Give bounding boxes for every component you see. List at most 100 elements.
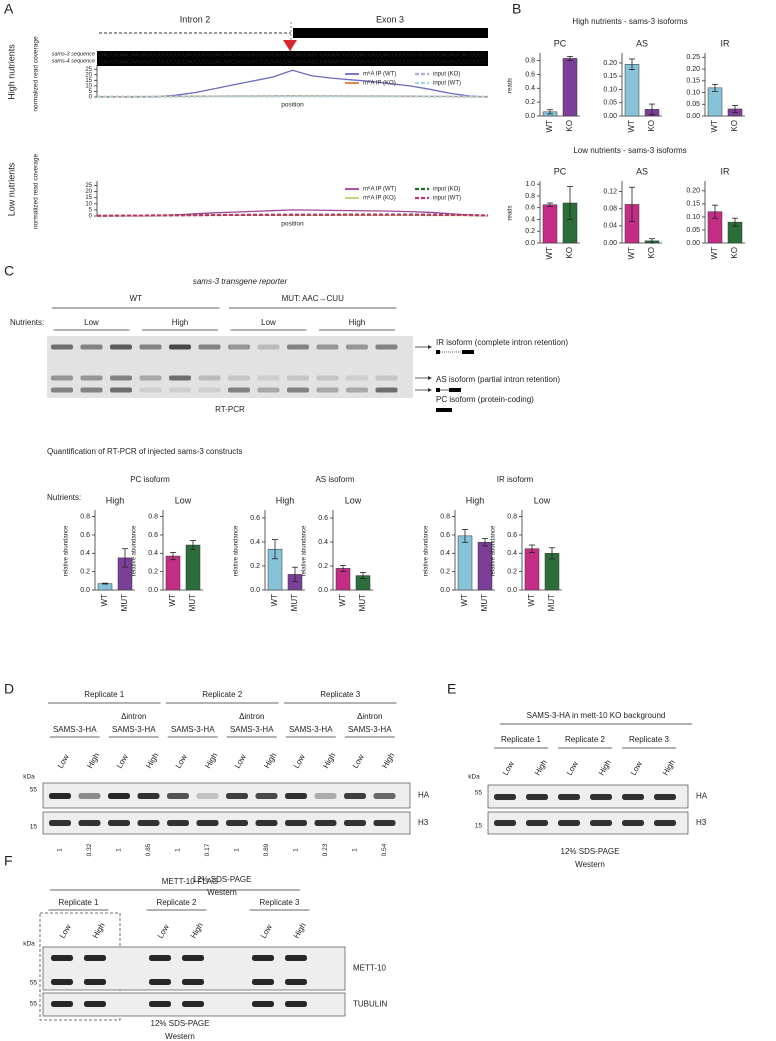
y-tick-label: 0.25: [686, 54, 700, 61]
panel-label: D: [4, 681, 14, 697]
isoform-label: PC isoform (protein-coding): [436, 395, 534, 404]
y-tick-label: 0.4: [250, 539, 260, 546]
y-tick-label: 0: [89, 95, 93, 101]
sequence-box: [97, 51, 488, 66]
blot-band: [252, 955, 274, 961]
error-bar: [649, 238, 655, 244]
blot-band: [558, 820, 580, 826]
lane-label: Low: [56, 753, 71, 770]
error-bar: [482, 538, 488, 547]
error-bar: [629, 186, 635, 222]
gel-band: [316, 344, 339, 350]
chart-title: High: [466, 495, 485, 505]
chart-title: Low: [175, 495, 192, 505]
x-tick-label: MUT: [290, 594, 299, 611]
bar: [457, 535, 473, 591]
lane-label: Low: [156, 923, 171, 940]
sequence-label: sams-4 sequence: [52, 58, 95, 64]
x-tick-label: KO: [647, 247, 656, 259]
x-tick-label: MUT: [188, 594, 197, 611]
condition-label: Low: [84, 318, 99, 327]
x-tick-label: MUT: [358, 594, 367, 611]
y-tick-label: 0: [89, 214, 93, 220]
blot-label: TUBULIN: [353, 1000, 387, 1009]
blot-label: METT-10: [353, 964, 386, 973]
gel-band: [51, 375, 73, 381]
y-tick-label: 0.15: [686, 78, 700, 85]
error-bar: [732, 217, 738, 227]
gel-band: [198, 375, 221, 381]
construct-label: SAMS-3-HA: [289, 725, 333, 734]
error-bar: [712, 204, 718, 219]
section-title: METT-10-FLAG: [162, 877, 218, 886]
lane-label: High: [597, 758, 613, 777]
legend-label: input (KO): [433, 72, 460, 78]
gel-band: [316, 375, 339, 381]
y-axis-label: reads: [508, 78, 514, 93]
gel-band: [110, 344, 132, 350]
y-tick-label: 0.05: [686, 227, 700, 234]
y-tick-label: 0.6: [80, 532, 90, 539]
exon-glyph: [436, 408, 452, 412]
group-title: PC isoform: [130, 475, 170, 484]
chart-title: PC: [554, 166, 567, 176]
condition-label: High: [349, 318, 365, 327]
y-tick-label: 0.0: [148, 587, 158, 594]
bar: [97, 583, 113, 591]
lane-label: High: [91, 921, 107, 940]
blot-band: [182, 979, 204, 985]
replicate-label: Replicate 3: [259, 898, 300, 907]
method-label: Western: [575, 860, 605, 869]
error-bar: [102, 582, 108, 585]
gel-label: 12% SDS-PAGE: [151, 1019, 210, 1028]
construct-label: SAMS-3-HA: [348, 725, 392, 734]
lane-label: High: [661, 758, 677, 777]
blot-band: [51, 955, 73, 961]
x-axis-label: position: [281, 221, 304, 228]
y-axis-label: relative abundance: [132, 525, 138, 576]
gel-band: [110, 387, 132, 393]
y-tick-label: 25: [85, 183, 92, 189]
gel-band: [198, 344, 221, 350]
y-axis-label: reads: [508, 205, 514, 220]
lane-label: High: [203, 751, 219, 770]
y-tick-label: 0.05: [686, 101, 700, 108]
error-bar: [567, 186, 573, 220]
y-tick-label: 0.6: [250, 515, 260, 522]
blot-band: [373, 793, 396, 799]
y-tick-label: 0.00: [603, 113, 617, 120]
gel-band: [198, 387, 221, 393]
y-tick-label: 0.0: [525, 240, 535, 247]
y-tick-label: 0.4: [318, 539, 328, 546]
quantification-value: 1: [234, 848, 241, 852]
blot-band: [314, 793, 337, 799]
blot-band: [51, 979, 73, 985]
chart-title: AS: [636, 38, 648, 48]
replicate-label: Replicate 1: [58, 898, 99, 907]
y-tick-label: 0.0: [525, 113, 535, 120]
arrow-head: [428, 388, 432, 392]
replicate-label: Replicate 1: [501, 735, 542, 744]
blot-band: [182, 1001, 204, 1007]
blot-band: [558, 794, 580, 800]
coverage-line: [97, 69, 489, 98]
y-tick-label: 0.8: [525, 57, 535, 64]
gel-band: [287, 344, 309, 350]
kda-label: kDa: [23, 774, 35, 781]
error-bar: [190, 540, 196, 551]
gel-band: [169, 375, 191, 381]
y-tick-label: 0.4: [440, 550, 450, 557]
gel-band: [346, 387, 368, 393]
method-label: Western: [207, 888, 237, 897]
error-bar: [462, 529, 468, 543]
quantification-value: 1: [175, 848, 182, 852]
error-bar: [567, 55, 573, 61]
gel-band: [287, 375, 309, 381]
bar: [562, 58, 578, 117]
blot-band: [149, 1001, 171, 1007]
blot: [487, 784, 689, 809]
gel-band: [139, 387, 162, 393]
exon-label: Exon 3: [376, 14, 404, 24]
lane-label: High: [144, 751, 160, 770]
